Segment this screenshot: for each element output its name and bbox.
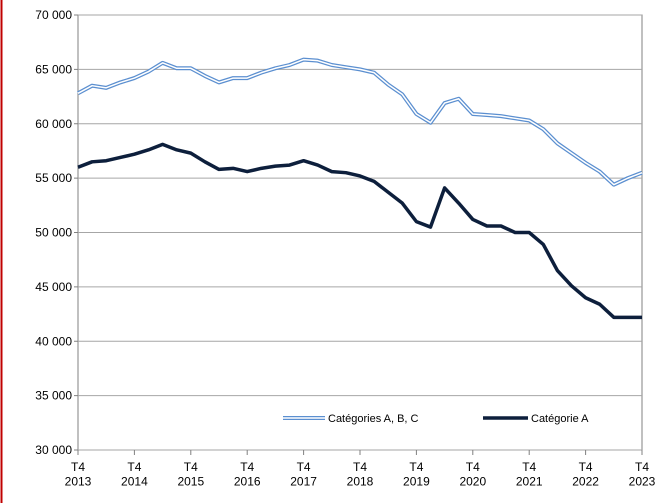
line-series-inner [77, 58, 643, 186]
y-tick-label: 40 000 [35, 334, 72, 348]
x-tick-label: T4 2018 [347, 460, 374, 488]
legend-label: Catégorie A [531, 413, 589, 425]
x-tick-label: T4 2013 [65, 460, 92, 488]
x-tick-label: T4 2019 [403, 460, 430, 488]
y-tick-label: 55 000 [35, 171, 72, 185]
x-tick-label: T4 2023 [629, 460, 656, 488]
y-tick-label: 50 000 [35, 226, 72, 240]
x-tick-label: T4 2015 [177, 460, 204, 488]
y-tick-label: 30 000 [35, 443, 72, 457]
x-tick-label: T4 2017 [290, 460, 317, 488]
x-tick-label: T4 2016 [234, 460, 261, 488]
x-tick-label: T4 2021 [516, 460, 543, 488]
line-series [77, 57, 643, 187]
legend-label: Catégories A, B, C [328, 413, 419, 425]
y-tick-label: 35 000 [35, 389, 72, 403]
y-tick-label: 70 000 [35, 8, 72, 22]
y-tick-label: 60 000 [35, 117, 72, 131]
x-tick-label: T4 2020 [459, 460, 486, 488]
line-series [77, 142, 642, 320]
y-tick-label: 45 000 [35, 280, 72, 294]
x-tick-label: T4 2022 [572, 460, 599, 488]
y-tick-label: 65 000 [35, 62, 72, 76]
x-tick-label: T4 2014 [121, 460, 148, 488]
